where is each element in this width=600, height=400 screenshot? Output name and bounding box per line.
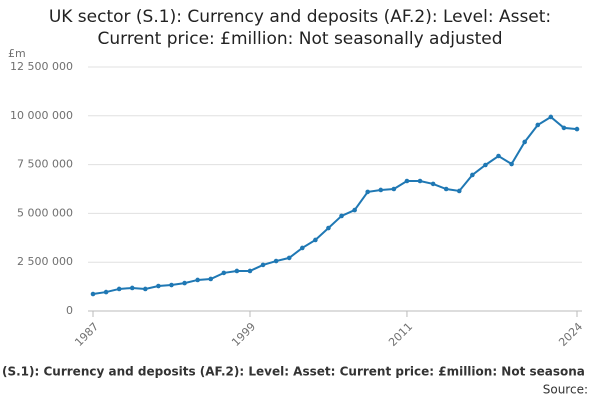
point [456, 188, 462, 194]
line [92, 115, 578, 296]
point [169, 282, 174, 288]
point [103, 289, 109, 295]
point [391, 186, 397, 192]
point [273, 258, 279, 264]
point [496, 153, 501, 159]
y-tick-label: 0 [66, 304, 73, 317]
source: Source: [543, 383, 588, 397]
point [352, 207, 357, 213]
y-axis-label: £m [8, 47, 26, 60]
point [208, 276, 214, 282]
point [417, 178, 423, 184]
point [470, 172, 475, 178]
footer-title: (S.1): Currency and deposits (AF.2): Lev… [2, 365, 585, 379]
point [182, 280, 187, 286]
point [299, 245, 305, 251]
chart-title: Current price: £million: Not seasonally … [97, 29, 502, 49]
point [116, 286, 122, 292]
point [286, 255, 292, 261]
x-tick-label: 1987 [72, 320, 101, 349]
point [339, 213, 344, 219]
point [129, 285, 135, 291]
point [404, 178, 410, 184]
point [156, 283, 161, 289]
point [313, 237, 318, 243]
point [548, 114, 554, 120]
point [143, 286, 148, 292]
y-tick-label: 7 500 000 [17, 158, 73, 171]
y-tick-label: 5 000 000 [17, 206, 73, 219]
point [443, 186, 449, 192]
point [378, 187, 384, 193]
point [234, 268, 240, 274]
chart-title: UK sector (S.1): Currency and deposits (… [49, 7, 551, 27]
x-tick-label: 2024 [556, 320, 585, 349]
point [574, 126, 580, 132]
point [247, 268, 253, 274]
point [90, 291, 96, 297]
point [195, 277, 200, 283]
point [509, 161, 514, 167]
point [522, 139, 527, 145]
point [430, 181, 436, 187]
x-tick-label: 2011 [386, 320, 415, 349]
point [535, 122, 541, 128]
point [260, 262, 266, 268]
point [561, 125, 567, 131]
point [221, 270, 227, 276]
point [483, 162, 488, 168]
y-tick-label: 2 500 000 [17, 255, 73, 268]
point [326, 225, 331, 231]
point [365, 189, 371, 195]
x-tick-label: 1999 [229, 320, 258, 349]
y-tick-label: 12 500 000 [10, 60, 73, 73]
y-tick-label: 10 000 000 [10, 109, 73, 122]
